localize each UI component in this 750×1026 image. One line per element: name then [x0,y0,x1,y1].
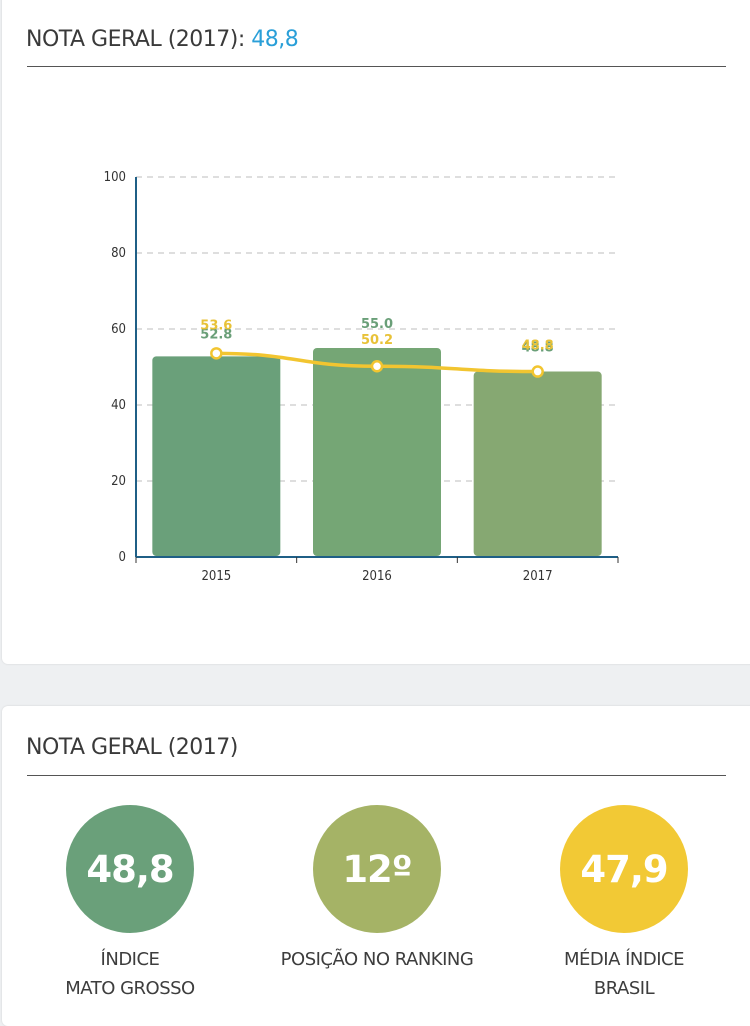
line-data-label: 50.2 [361,333,393,348]
line-point [531,365,544,378]
x-tick-label: 2016 [362,569,392,584]
summary-divider [27,775,726,776]
stat-label-line1: MÉDIA ÍNDICE [564,949,685,970]
y-tick-label: 60 [111,322,126,337]
bar [473,371,602,556]
x-tick-label: 2017 [523,569,553,584]
stat-mato-grosso: 48,8 ÍNDICE MATO GROSSO [20,805,240,1003]
line-point [210,347,223,360]
stat-circle: 47,9 [560,805,688,933]
y-tick-label: 40 [111,398,126,413]
stat-label-line2: MATO GROSSO [65,978,195,999]
stat-circle: 12º [313,805,441,933]
stat-label: POSIÇÃO NO RANKING [267,945,487,974]
stat-value: 47,9 [580,847,668,891]
y-tick-label: 20 [111,474,126,489]
title-prefix: NOTA GERAL (2017): [26,27,252,52]
stat-label-line1: POSIÇÃO NO RANKING [280,949,474,970]
stat-value: 12º [342,847,412,891]
stat-ranking: 12º POSIÇÃO NO RANKING [267,805,487,974]
stat-label-line2: BRASIL [593,978,655,999]
stat-circle: 48,8 [66,805,194,933]
bar [313,348,441,556]
stat-value: 48,8 [86,847,174,891]
line-point [370,359,384,373]
stat-label: ÍNDICE MATO GROSSO [20,945,240,1003]
bar-data-label: 52.8 [200,327,232,342]
stat-label-line1: ÍNDICE [100,949,160,970]
line-data-label: 48.8 [522,339,554,354]
bar [152,356,281,556]
y-tick-label: 0 [119,550,126,565]
summary-section-title: NOTA GERAL (2017) [26,735,238,760]
chart-section-title: NOTA GERAL (2017): 48,8 [26,27,299,52]
y-tick-label: 80 [111,246,126,261]
score-chart: 0 20 40 60 80 100 2015 2016 2017 52.8 55.0 48.8 53.6… [104,170,619,584]
title-divider [27,66,726,67]
stat-media-brasil: 47,9 MÉDIA ÍNDICE BRASIL [514,805,734,1003]
line-data-label: 53.6 [200,318,232,333]
title-value: 48,8 [251,27,299,52]
x-tick-label: 2015 [201,569,231,584]
y-tick-label: 100 [104,170,126,185]
stat-label: MÉDIA ÍNDICE BRASIL [514,945,734,1003]
bar-data-label: 48.8 [522,341,554,356]
bar-data-label: 55.0 [361,317,393,332]
